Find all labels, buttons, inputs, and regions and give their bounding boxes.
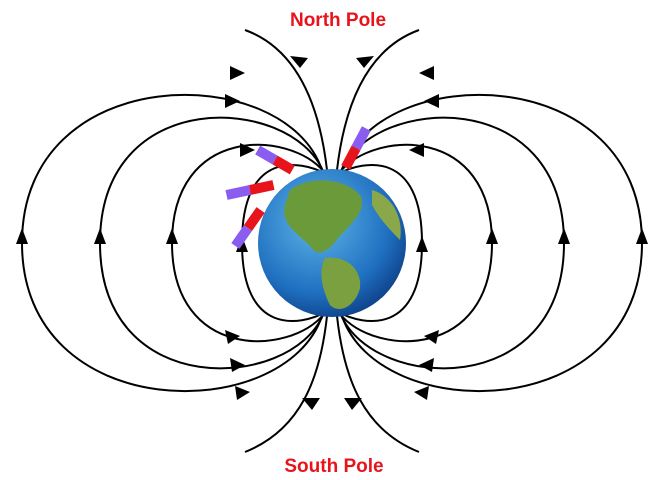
earth	[258, 169, 406, 317]
compass-needles	[225, 126, 371, 249]
north-pole-label: North Pole	[290, 10, 386, 31]
south-pole-label: South Pole	[284, 456, 383, 477]
